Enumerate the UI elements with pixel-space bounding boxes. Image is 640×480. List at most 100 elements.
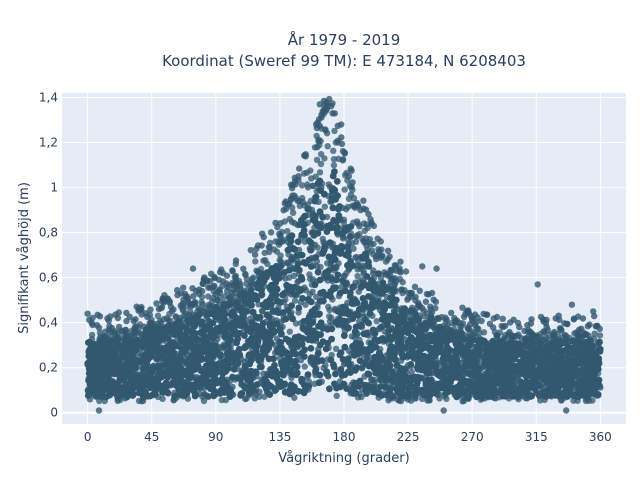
data-point (180, 284, 187, 291)
data-point (311, 281, 319, 289)
data-point (442, 314, 449, 321)
data-point (292, 320, 300, 327)
data-point (258, 278, 266, 286)
data-point (301, 363, 308, 370)
data-point (188, 334, 196, 341)
data-point (299, 335, 307, 343)
data-point (265, 313, 273, 321)
data-point (285, 337, 292, 344)
data-point (336, 383, 344, 391)
data-point (109, 355, 117, 363)
data-point (295, 304, 303, 312)
data-point (146, 374, 154, 382)
data-point (181, 312, 188, 319)
data-point (130, 348, 138, 356)
data-point (332, 276, 340, 284)
data-point (344, 224, 352, 231)
data-point (232, 314, 239, 322)
data-point (544, 391, 552, 399)
data-point (402, 268, 410, 275)
data-point (247, 295, 255, 302)
data-point (231, 350, 239, 357)
data-point (394, 339, 402, 347)
data-point (402, 320, 410, 328)
data-point (292, 350, 299, 358)
data-point (330, 216, 338, 224)
data-point (314, 180, 322, 187)
data-point (592, 382, 599, 390)
data-point (107, 313, 114, 320)
data-point (293, 252, 301, 259)
data-point (452, 347, 460, 355)
data-point (192, 344, 199, 351)
data-point (396, 370, 404, 377)
data-point (298, 216, 305, 224)
data-point (291, 394, 298, 401)
data-point (490, 360, 498, 368)
data-point (217, 294, 224, 301)
data-point (317, 160, 325, 168)
data-point (528, 392, 535, 400)
data-point (326, 239, 334, 247)
data-point (281, 380, 289, 388)
data-point (355, 306, 363, 313)
data-point (275, 309, 283, 316)
data-point (261, 249, 268, 257)
data-point (387, 368, 395, 375)
data-point (246, 351, 253, 358)
data-point (123, 309, 130, 317)
data-point (234, 359, 242, 367)
data-point (339, 156, 347, 163)
data-point (371, 353, 379, 361)
data-point (242, 270, 249, 278)
data-point (238, 292, 245, 300)
data-point (502, 392, 509, 400)
data-point (230, 330, 238, 338)
data-point (566, 349, 574, 357)
data-point (392, 356, 399, 363)
data-point (316, 208, 324, 216)
data-point (520, 357, 527, 365)
data-point (411, 388, 419, 396)
data-point (559, 368, 567, 375)
data-point (512, 389, 519, 397)
data-point (578, 366, 585, 374)
data-point (218, 396, 225, 404)
data-point (261, 328, 268, 336)
data-point (154, 337, 162, 345)
data-point (170, 380, 178, 388)
data-point (157, 319, 165, 326)
data-point (467, 335, 475, 343)
data-point (299, 324, 307, 332)
data-point (342, 280, 350, 287)
data-point (389, 393, 396, 400)
data-point (410, 318, 417, 326)
data-point (363, 221, 370, 228)
data-point (236, 352, 244, 359)
data-point (247, 279, 254, 286)
data-point (269, 368, 277, 376)
data-point (137, 386, 144, 394)
data-point (252, 313, 260, 321)
data-point (224, 358, 232, 366)
data-point (481, 390, 488, 397)
data-point (345, 324, 352, 332)
data-point (306, 291, 314, 298)
data-point (354, 232, 361, 239)
data-point (101, 349, 108, 357)
data-point (171, 392, 179, 400)
data-point (497, 359, 505, 367)
data-point (338, 140, 346, 148)
data-point (324, 325, 331, 333)
data-point (371, 330, 379, 337)
data-point (272, 238, 279, 245)
data-point (221, 364, 228, 372)
data-point (301, 232, 308, 239)
data-point (407, 377, 415, 385)
data-point (266, 391, 274, 398)
data-point (259, 230, 266, 237)
data-point (329, 204, 337, 212)
data-point (315, 379, 323, 387)
data-point (331, 186, 339, 194)
data-point (444, 322, 451, 329)
